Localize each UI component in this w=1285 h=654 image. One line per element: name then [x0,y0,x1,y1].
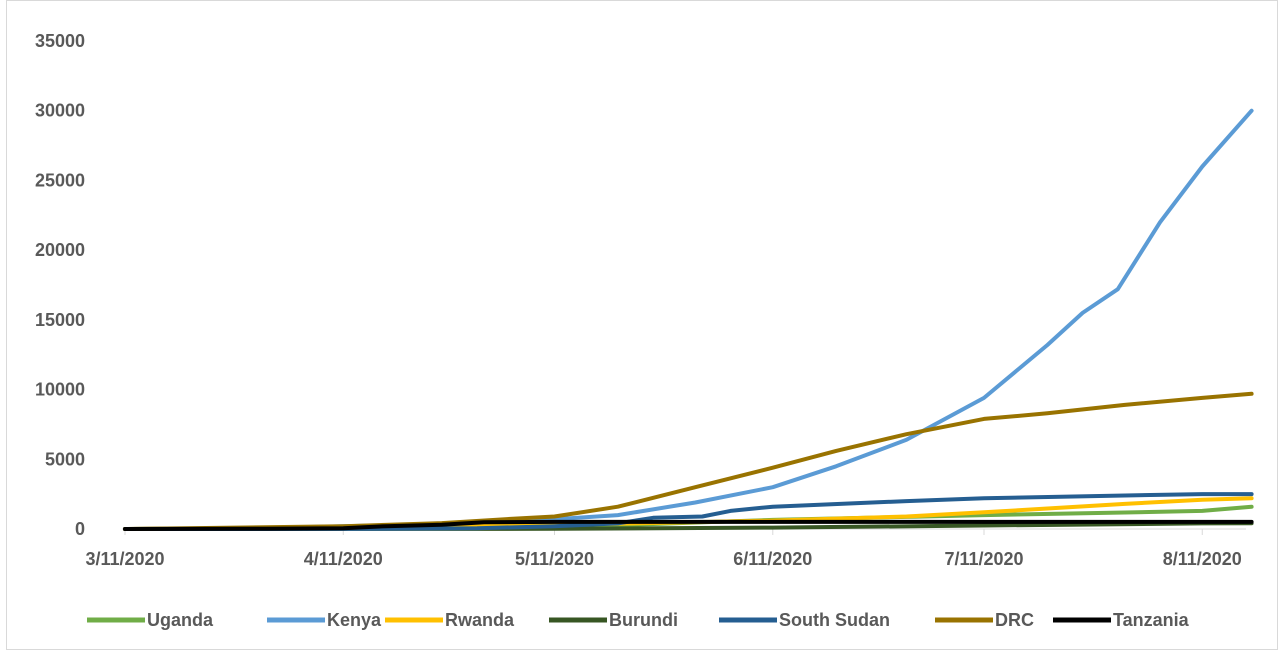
y-tick-label: 0 [75,519,85,539]
legend-label: Tanzania [1113,610,1190,630]
series-line-kenya [123,108,1254,531]
y-tick-label: 30000 [35,101,85,121]
chart-frame: 0 5000 10000 15000 20000 25000 30000 35000 3/11… [6,0,1278,650]
x-tick-label: 6/11/2020 [733,549,812,569]
x-tick-label: 5/11/2020 [515,549,594,569]
legend-item: Kenya [267,610,382,630]
x-tick-label: 3/11/2020 [85,549,164,569]
line-chart: 0 5000 10000 15000 20000 25000 30000 35000 3/11… [35,31,1254,630]
y-tick-label: 25000 [35,170,85,190]
legend-label: South Sudan [779,610,890,630]
legend-item: Tanzania [1053,610,1190,630]
legend-item: Rwanda [385,610,515,630]
x-tick-label: 4/11/2020 [304,549,383,569]
legend-label: DRC [995,610,1034,630]
legend-item: DRC [935,610,1034,630]
legend-label: Kenya [327,610,382,630]
series-lines [123,108,1254,531]
y-tick-label: 5000 [45,449,85,469]
legend: Uganda Kenya Rwanda Burundi South Sudan DRC Ta… [87,610,1190,630]
legend-label: Burundi [609,610,678,630]
series-line-tanzania [123,519,1254,531]
x-tick-label: 7/11/2020 [944,549,1023,569]
legend-label: Uganda [147,610,214,630]
series-line-south-sudan [123,492,1254,531]
series-line-drc [123,391,1254,531]
x-axis: 3/11/2020 4/11/2020 5/11/2020 6/11/2020 7/11… [85,528,1246,569]
y-tick-label: 15000 [35,310,85,330]
legend-label: Rwanda [445,610,515,630]
y-tick-label: 10000 [35,380,85,400]
y-tick-label: 35000 [35,31,85,51]
legend-item: Burundi [549,610,678,630]
legend-item: Uganda [87,610,214,630]
legend-item: South Sudan [719,610,890,630]
y-tick-label: 20000 [35,240,85,260]
y-axis-labels: 0 5000 10000 15000 20000 25000 30000 35000 [35,31,85,539]
x-tick-label: 8/11/2020 [1163,549,1242,569]
